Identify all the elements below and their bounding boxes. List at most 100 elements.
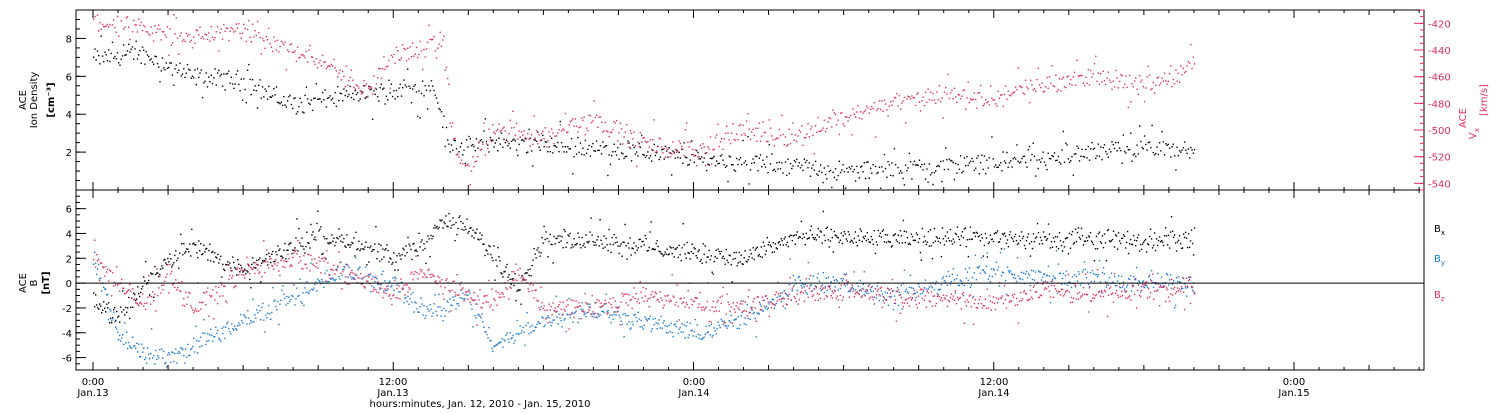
bx-point [164,258,166,261]
bz-point [627,304,629,306]
bx-point [367,246,369,248]
bz-point [961,293,964,295]
vx-point [143,24,145,27]
bz-point [982,305,985,307]
bx-point [630,254,632,256]
bx-point [697,250,699,253]
bz-point [405,284,407,286]
bz-point [644,295,646,297]
bx-point [128,296,130,299]
ion-density-point [199,72,201,74]
ion-density-point [369,88,371,91]
vx-point [153,40,155,42]
bz-point [278,270,280,272]
bx-point [171,266,173,268]
bz-point [224,285,226,287]
bx-point [926,241,929,243]
by-point [879,295,882,297]
by-point [469,292,471,294]
by-point [1184,287,1187,289]
vx-point [1048,76,1051,78]
bz-point [640,291,642,293]
bz-point [186,303,188,305]
bz-point [1067,273,1070,276]
by-point [1043,273,1046,275]
bx-point [714,255,716,258]
bx-point [1002,234,1005,236]
vx-point [659,138,662,140]
bx-point [473,237,475,239]
by-point [308,292,310,294]
bx-point [877,229,880,232]
vx-point [1166,83,1168,85]
ion-density-point [882,170,884,173]
bz-point [129,283,131,286]
ion-density-point [263,96,265,98]
ion-density-point [532,165,534,167]
bx-point [569,232,571,235]
by-point [709,334,711,336]
by-point [217,329,219,332]
bx-point [151,273,153,275]
by-point [1145,284,1148,286]
bx-point [462,222,464,225]
ion-density-point [1032,142,1034,144]
ion-density-point [305,86,308,88]
bx-point [1063,246,1066,248]
bx-point [387,249,389,252]
by-point [599,314,601,316]
bz-point [987,307,990,309]
vx-point [146,31,149,33]
ion-density-point [449,151,451,153]
by-point [321,279,323,281]
ion-density-point [148,55,150,58]
by-point [963,284,966,287]
vx-point [260,53,262,55]
by-point [621,323,623,326]
by-point [916,291,919,293]
ion-density-point [662,148,664,150]
bx-point [453,223,455,226]
vx-point [96,14,99,16]
bz-point [748,289,750,291]
bz-point [718,310,720,312]
ion-density-point [428,85,430,87]
bz-point [625,302,627,304]
vx-point [744,134,747,136]
vx-point [563,129,565,131]
bz-point [232,275,234,277]
bx-point [1052,237,1055,239]
by-point [716,328,718,330]
bx-point [346,234,348,236]
bz-point [598,300,600,302]
by-point [1170,287,1173,289]
bx-point [519,289,521,291]
ion-density-point [572,173,574,175]
bz-point [962,291,965,294]
bx-point [403,248,405,251]
vx-point [1052,85,1054,87]
bz-point [437,275,439,277]
by-point [645,318,647,320]
bx-point [891,245,894,247]
vx-point [211,36,214,38]
vx-point [394,62,396,64]
bz-point [992,296,995,298]
bx-point [1003,232,1006,234]
by-point [968,267,971,269]
bz-point [248,265,250,267]
ion-density-point [869,167,872,169]
bx-point [1088,236,1091,238]
bx-point [1121,237,1124,239]
ion-density-point [911,178,913,180]
bx-point [827,239,829,241]
ion-density-point [1132,154,1134,156]
bz-point [382,296,384,299]
vx-point [333,58,335,61]
bz-point [903,302,906,304]
bx-point [804,244,806,246]
by-point [437,306,439,308]
by-point [951,273,954,276]
by-point [1179,281,1182,284]
bx-point [840,232,842,234]
